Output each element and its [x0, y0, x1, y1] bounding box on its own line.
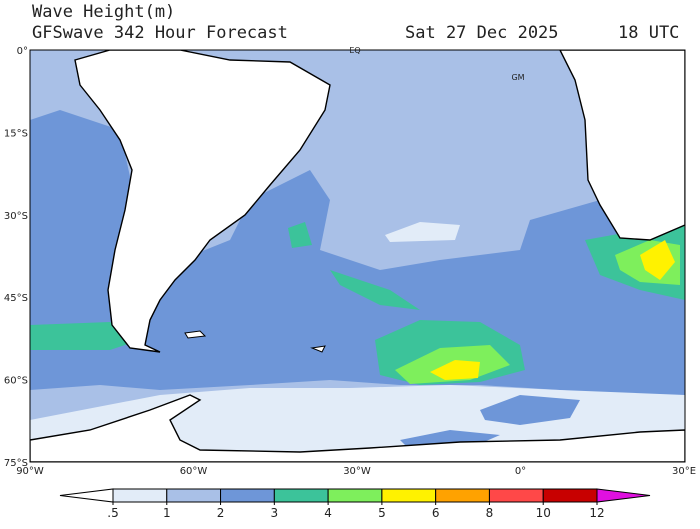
south-america — [74, 50, 331, 353]
colorbar-arrow — [59, 488, 114, 503]
colorbar-segment — [381, 488, 437, 503]
lon-label: 0° — [515, 466, 526, 477]
lat-label: 45°S — [4, 293, 28, 304]
map: EQ GM — [29, 46, 686, 463]
colorbar-label: 5 — [378, 506, 386, 520]
lon-label: 30°W — [343, 466, 371, 477]
colorbar-label: 3 — [271, 506, 279, 520]
lon-label: 90°W — [16, 466, 44, 477]
antarctica — [30, 394, 685, 462]
wave-region — [30, 322, 140, 350]
colorbar-label: 6 — [432, 506, 440, 520]
lat-label: 0° — [17, 46, 28, 57]
colorbar-arrow — [596, 488, 651, 503]
colorbar-label: 8 — [486, 506, 494, 520]
colorbar-segment — [220, 488, 275, 503]
time: 18 UTC — [618, 23, 679, 43]
lon-label: 60°W — [180, 466, 208, 477]
colorbar-segment — [166, 488, 222, 503]
colorbar-label: 2 — [217, 506, 225, 520]
wave-region — [385, 222, 460, 242]
equator-label: EQ — [349, 46, 360, 55]
lat-label: 30°S — [4, 211, 28, 222]
lat-label: 15°S — [4, 128, 28, 139]
colorbar-label: .5 — [107, 506, 118, 520]
africa — [559, 50, 685, 241]
colorbar-segment — [112, 488, 168, 503]
colorbar-segment — [273, 488, 329, 503]
colorbar-label: 10 — [536, 506, 551, 520]
colorbar-segment — [542, 488, 598, 503]
colorbar-label: 4 — [324, 506, 332, 520]
title: Wave Height(m) — [32, 2, 175, 22]
wave-region — [400, 395, 580, 450]
map-frame — [29, 49, 686, 463]
lon-label: 30°E — [672, 466, 696, 477]
lat-label: 75°S — [4, 458, 28, 469]
wave-region — [640, 240, 675, 280]
colorbar-label: 12 — [589, 506, 604, 520]
colorbar: .5 1 2 3 4 5 6 8 10 12 — [59, 488, 651, 520]
colorbar-label: 1 — [163, 506, 171, 520]
lat-label: 60°S — [4, 376, 28, 387]
wave-region — [430, 360, 480, 380]
colorbar-segment — [488, 488, 544, 503]
wave-region — [288, 222, 420, 310]
subtitle: GFSwave 342 Hour Forecast — [32, 23, 288, 43]
date: Sat 27 Dec 2025 — [405, 23, 559, 43]
meridian-label: GM — [511, 73, 524, 82]
colorbar-segment — [435, 488, 490, 503]
colorbar-segment — [327, 488, 383, 503]
island — [184, 330, 326, 353]
